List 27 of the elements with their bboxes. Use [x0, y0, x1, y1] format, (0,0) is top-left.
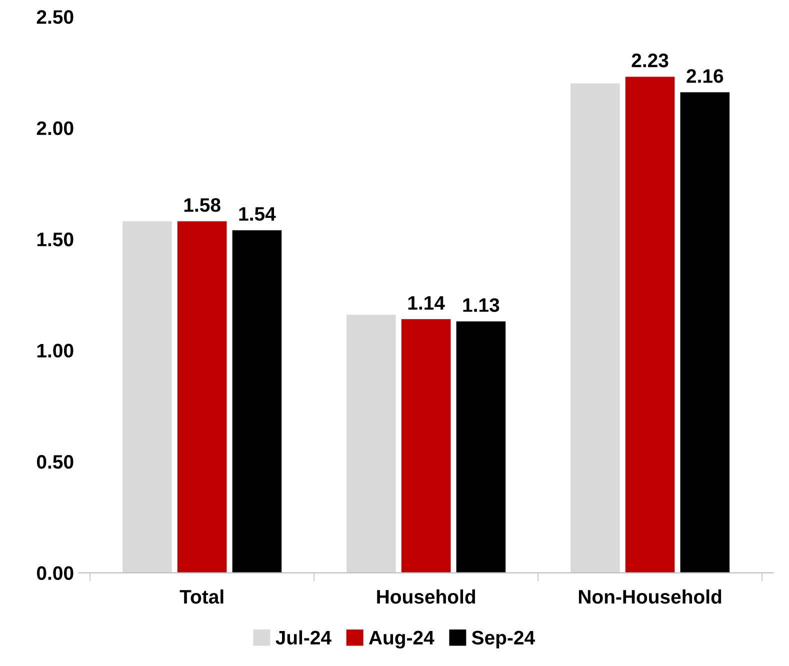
data-label: 1.13: [463, 298, 500, 312]
bar: [401, 319, 451, 573]
y-tick-label: 2.50: [36, 10, 74, 24]
x-tick-label: Non-Household: [578, 589, 722, 604]
data-label: 1.14: [408, 296, 445, 310]
bar: [570, 83, 620, 573]
x-tick-label: Total: [180, 589, 224, 604]
bar: [625, 76, 675, 573]
y-tick-label: 0.50: [36, 455, 74, 469]
data-label: 2.16: [686, 69, 724, 83]
legend-label: Jul-24: [276, 630, 332, 645]
legend-label: Aug-24: [368, 630, 434, 648]
bar: [232, 230, 282, 573]
bar: [177, 221, 227, 573]
y-tick-label: 0.00: [36, 566, 74, 580]
bar: [680, 92, 730, 573]
x-tick-label: Household: [377, 589, 476, 604]
data-label: 1.54: [239, 207, 276, 221]
data-label: 1.58: [184, 198, 220, 212]
bar: [346, 314, 396, 573]
legend-label: Sep-24: [472, 630, 535, 648]
bar: [122, 221, 172, 573]
bar: [456, 321, 506, 573]
y-tick-label: 1.00: [37, 344, 74, 358]
y-tick-label: 1.50: [37, 232, 74, 246]
y-tick-label: 2.00: [36, 121, 74, 136]
data-label: 2.23: [632, 54, 668, 68]
